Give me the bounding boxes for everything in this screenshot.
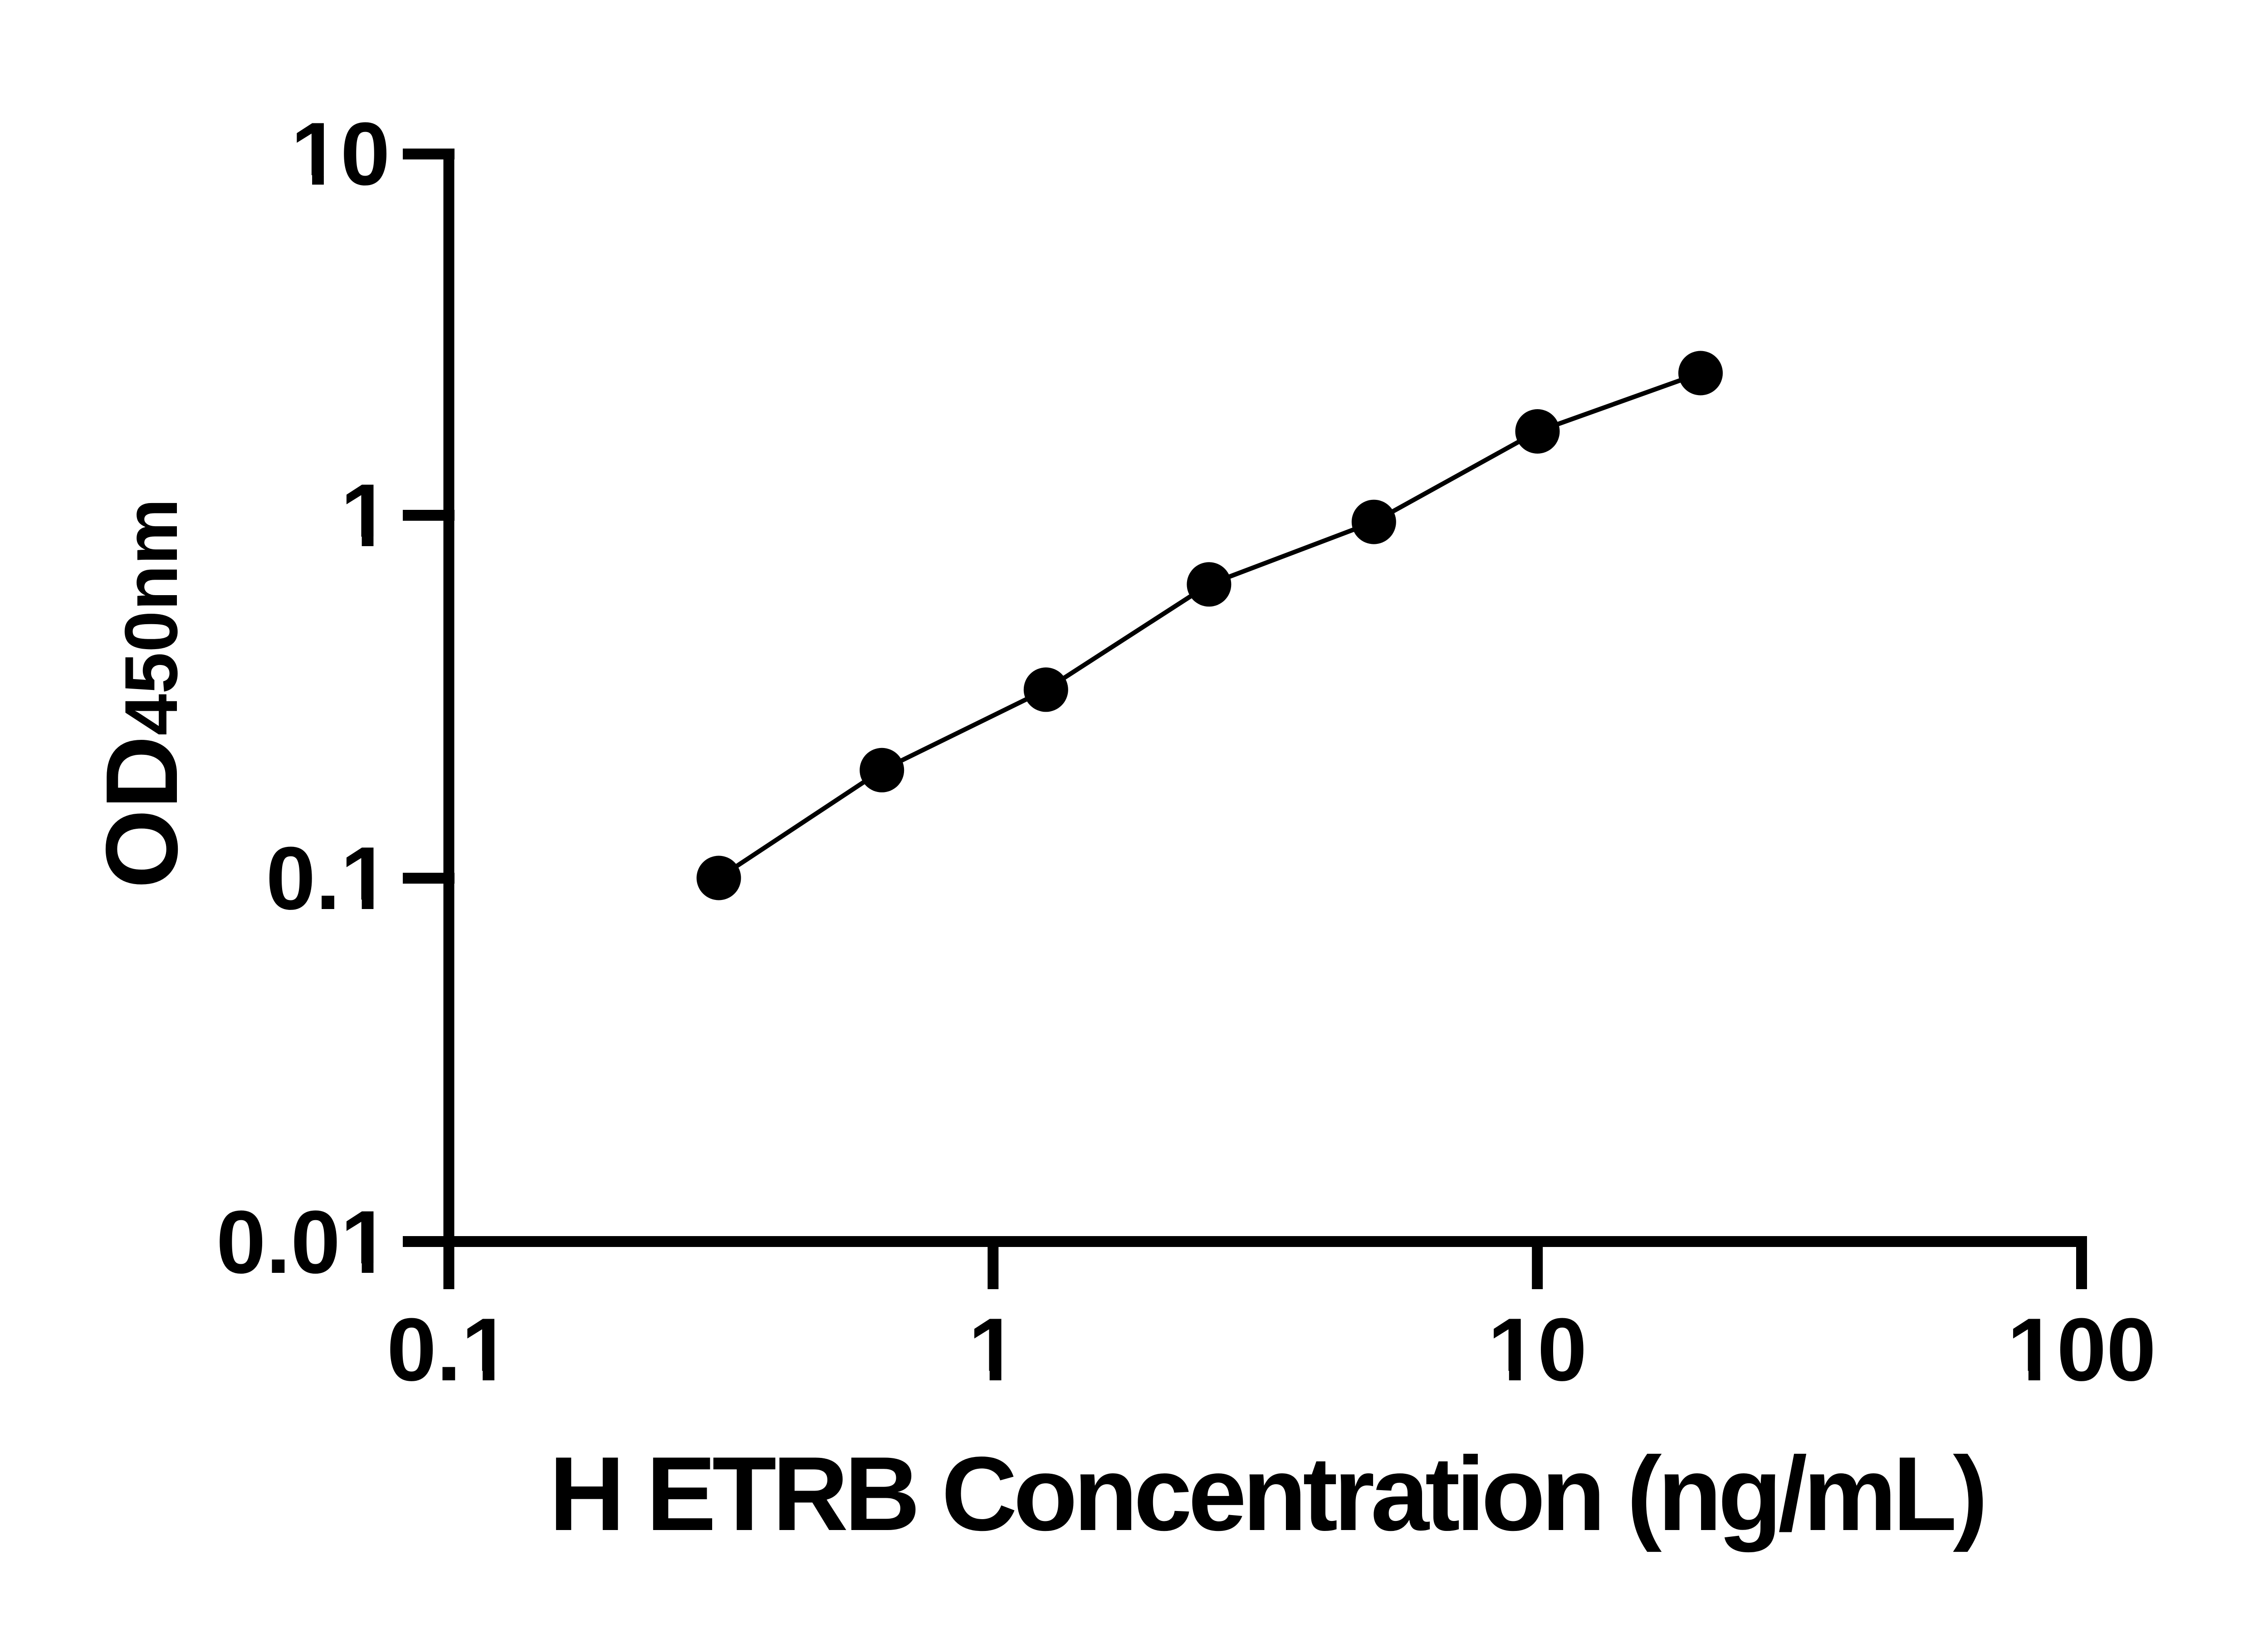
svg-text:0.01: 0.01 — [216, 1192, 390, 1292]
svg-text:H ETRB Concentration (ng/mL): H ETRB Concentration (ng/mL) — [549, 1435, 1984, 1553]
svg-text:1: 1 — [340, 465, 390, 565]
svg-text:10: 10 — [291, 104, 390, 204]
svg-text:10: 10 — [1488, 1300, 1587, 1399]
svg-text:0.1: 0.1 — [266, 828, 390, 928]
svg-text:0.1: 0.1 — [387, 1300, 511, 1399]
svg-text:1: 1 — [968, 1300, 1018, 1399]
svg-text:100: 100 — [2007, 1300, 2156, 1399]
